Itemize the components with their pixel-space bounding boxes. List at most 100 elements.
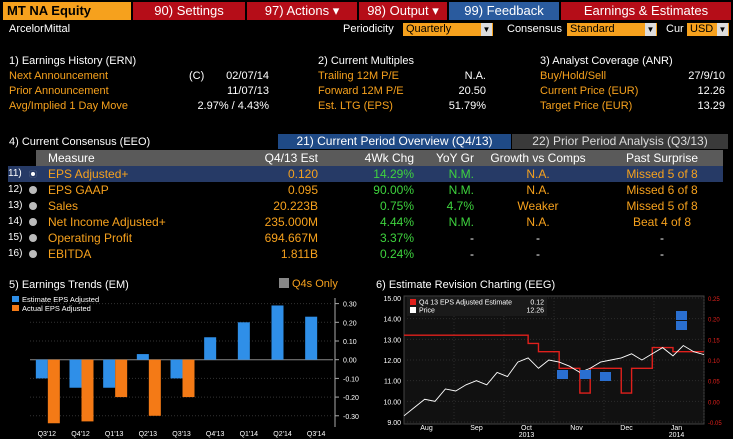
y-tick-label: 0.00 xyxy=(343,358,357,365)
legend-actual: Actual EPS Adjusted xyxy=(22,304,91,313)
row-value: 2.97% / 4.43% xyxy=(197,100,269,112)
cell-measure: EPS GAAP xyxy=(48,183,109,197)
row-radio-button[interactable] xyxy=(29,250,37,258)
current-consensus-title[interactable]: 4) Current Consensus (EEO) xyxy=(9,136,151,148)
table-row[interactable]: 11) EPS Adjusted+ 0.120 14.29% N.M. N.A. Misse… xyxy=(8,166,723,182)
revision-marker-icon[interactable] xyxy=(676,321,687,330)
right-tick-label: 0.10 xyxy=(708,359,720,365)
x-tick-label: Q3'13 xyxy=(172,431,191,438)
row-label: Forward 12M P/E xyxy=(318,85,404,97)
current-price-row: Current Price (EUR) 12.26 xyxy=(540,84,725,99)
security-input[interactable]: MT NA Equity xyxy=(3,2,131,20)
row-number: 14) xyxy=(8,216,23,227)
row-radio-button[interactable] xyxy=(29,202,37,210)
periodicity-select[interactable]: Quarterly ▼ xyxy=(403,23,493,36)
tab-prior-period[interactable]: 22) Prior Period Analysis (Q3/13) xyxy=(512,134,728,149)
right-tick-label: -0.05 xyxy=(708,421,722,427)
row-radio-button[interactable] xyxy=(29,218,37,226)
settings-button[interactable]: 90) Settings xyxy=(133,2,245,20)
left-tick-label: 11.00 xyxy=(384,379,401,386)
y-tick-label: -0.30 xyxy=(343,414,359,421)
col-4wk-chg[interactable]: 4Wk Chg xyxy=(364,151,414,165)
cell-measure: Operating Profit xyxy=(48,231,133,245)
table-row[interactable]: 15) Operating Profit 694.667M 3.37% - - - xyxy=(8,230,723,246)
settings-label: Settings xyxy=(176,3,224,18)
cell-measure: Net Income Adjusted+ xyxy=(48,215,166,229)
legend-swatch-actual xyxy=(12,305,19,311)
company-name: ArcelorMittal xyxy=(9,23,71,35)
x-year-label: 2013 xyxy=(519,432,535,439)
y-tick-label: 0.10 xyxy=(343,339,357,346)
cell-past-surprise: - xyxy=(660,247,664,261)
output-button[interactable]: 98) Output ▾ xyxy=(359,2,447,20)
analyst-coverage-title[interactable]: 3) Analyst Coverage (ANR) xyxy=(540,55,673,67)
table-row[interactable]: 12) EPS GAAP 0.095 90.00% N.M. N.A. Missed 6 o… xyxy=(8,182,723,198)
consensus-select[interactable]: Standard ▼ xyxy=(567,23,657,36)
table-row[interactable]: 14) Net Income Adjusted+ 235.000M 4.44% N.M.… xyxy=(8,214,723,230)
row-radio-button[interactable] xyxy=(29,170,37,178)
row-radio-button[interactable] xyxy=(29,186,37,194)
earnings-trends-title[interactable]: 5) Earnings Trends (EM) xyxy=(9,279,129,291)
col-yoy[interactable]: YoY Gr xyxy=(435,151,474,165)
tab-current-period[interactable]: 21) Current Period Overview (Q4/13) xyxy=(278,134,511,149)
avg-move-row: Avg/Implied 1 Day Move 2.97% / 4.43% xyxy=(9,99,269,114)
page-title: Earnings & Estimates xyxy=(561,2,731,20)
x-tick-label: Q1'13 xyxy=(105,431,124,438)
col-growth-comps[interactable]: Growth vs Comps xyxy=(490,151,586,165)
feedback-button[interactable]: 99) Feedback xyxy=(449,2,559,20)
current-multiples-title: 2) Current Multiples xyxy=(318,55,414,67)
cell-est: 235.000M xyxy=(264,215,318,229)
actual-bar xyxy=(47,359,60,424)
estimate-line xyxy=(404,334,704,394)
current-multiples-panel: Trailing 12M P/E N.A. Forward 12M P/E 20… xyxy=(318,69,486,114)
confirmed-flag: (C) xyxy=(189,70,205,82)
cell-growth-comps: - xyxy=(536,231,540,245)
table-row[interactable]: 16) EBITDA 1.811B 0.24% - - - xyxy=(8,246,723,262)
row-number: 15) xyxy=(8,232,23,243)
prior-announcement-row: Prior Announcement 11/07/13 xyxy=(9,84,269,99)
earnings-history-title[interactable]: 1) Earnings History (ERN) xyxy=(9,55,137,67)
row-value: 27/9/10 xyxy=(688,70,725,82)
chevron-down-icon: ▼ xyxy=(645,23,656,36)
legend-estimate: Q4 13 EPS Adjusted Estimate xyxy=(419,300,512,307)
x-tick-label: Jan xyxy=(671,425,682,432)
revision-marker-icon[interactable] xyxy=(580,370,591,379)
revision-marker-icon[interactable] xyxy=(600,372,611,381)
revision-marker-icon[interactable] xyxy=(676,311,687,320)
legend-swatch-estimate xyxy=(12,296,19,302)
settings-shortcut: 90) xyxy=(154,3,174,18)
row-value: 51.79% xyxy=(448,100,486,112)
revision-chart-title[interactable]: 6) Estimate Revision Charting (EEG) xyxy=(376,279,556,291)
q4s-checkbox[interactable] xyxy=(279,278,289,288)
buy-hold-sell-row: Buy/Hold/Sell 27/9/10 xyxy=(540,69,725,84)
cell-yoy: N.M. xyxy=(448,215,474,229)
trailing-pe-row: Trailing 12M P/E N.A. xyxy=(318,69,486,84)
top-toolbar: MT NA Equity 90) Settings 97) Actions ▾ … xyxy=(0,0,733,22)
legend-price: Price xyxy=(419,308,435,315)
estimate-bar xyxy=(103,359,116,388)
consensus-value: Standard xyxy=(570,23,615,35)
actions-button[interactable]: 97) Actions ▾ xyxy=(247,2,357,20)
right-tick-label: 0.20 xyxy=(708,318,720,324)
right-tick-label: 0.00 xyxy=(708,400,720,406)
col-est[interactable]: Q4/13 Est xyxy=(264,151,318,165)
estimate-bar xyxy=(271,305,284,360)
left-tick-label: 13.00 xyxy=(383,337,401,344)
actions-shortcut: 97) xyxy=(264,3,284,18)
cell-measure: Sales xyxy=(48,199,79,213)
currency-label: Cur xyxy=(666,23,684,35)
output-shortcut: 98) xyxy=(367,3,386,18)
cell-est: 0.095 xyxy=(287,183,318,197)
price-line xyxy=(403,344,705,417)
col-past-surprise[interactable]: Past Surprise xyxy=(625,151,699,165)
table-row[interactable]: 13) Sales 20.223B 0.75% 4.7% Weaker Missed 5 o… xyxy=(8,198,723,214)
revision-marker-icon[interactable] xyxy=(557,370,568,379)
chevron-down-icon: ▼ xyxy=(481,23,492,36)
cell-est: 0.120 xyxy=(287,167,318,181)
currency-select[interactable]: USD ▼ xyxy=(687,23,729,36)
row-label: Target Price (EUR) xyxy=(540,100,633,112)
x-tick-label: Q2'13 xyxy=(139,431,158,438)
row-radio-button[interactable] xyxy=(29,234,37,242)
col-measure[interactable]: Measure xyxy=(48,151,95,165)
estimate-bar xyxy=(170,359,183,379)
